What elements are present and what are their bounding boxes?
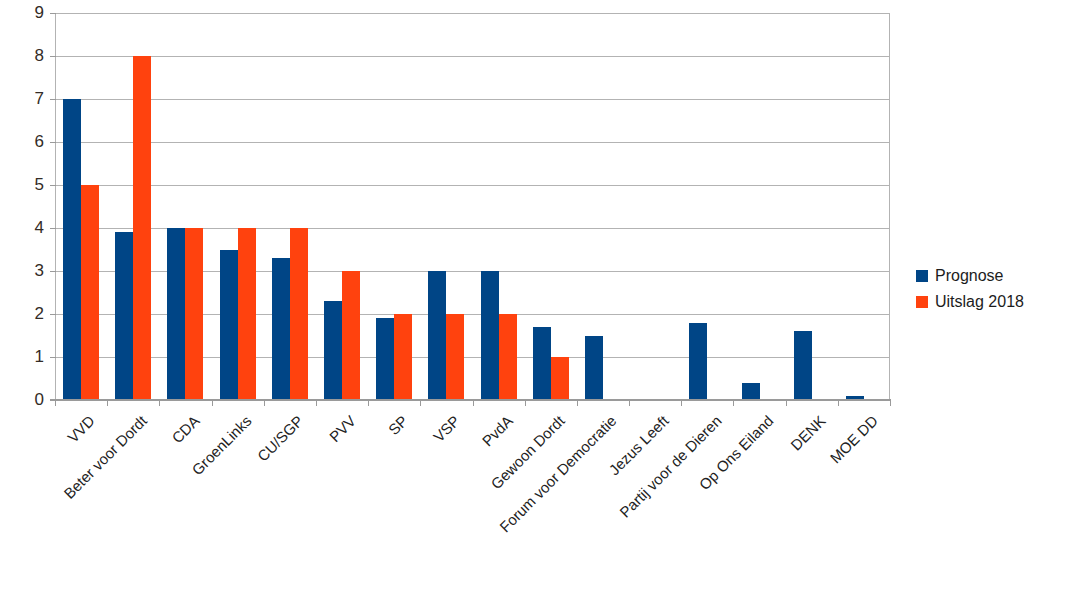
- y-axis-label-0: 0: [0, 391, 44, 409]
- x-axis-label-sp: SP: [385, 412, 411, 438]
- bar-prognose-sp: [376, 318, 394, 400]
- gridline-y-7: [55, 99, 890, 100]
- legend-label-prognose: Prognose: [935, 266, 1004, 285]
- x-tick-15: [838, 401, 839, 406]
- x-axis-label-pvda: PvdA: [478, 412, 515, 449]
- bar-chart: 0123456789 VVDBeter voor DordtCDAGroenLi…: [0, 0, 1066, 600]
- bar-prognose-groenlinks: [220, 250, 238, 401]
- x-tick-11: [629, 401, 630, 406]
- bar-prognose-pvv: [324, 301, 342, 400]
- y-axis-label-6: 6: [0, 133, 44, 151]
- bar-uitslag-2018-vsp: [446, 314, 464, 400]
- x-axis-label-denk: DENK: [787, 412, 828, 453]
- bar-uitslag-2018-groenlinks: [238, 228, 256, 400]
- y-axis-label-3: 3: [0, 262, 44, 280]
- y-tick-6: [50, 142, 56, 143]
- legend-label-uitslag-2018: Uitslag 2018: [935, 292, 1024, 311]
- y-axis-line: [55, 13, 56, 400]
- bar-uitslag-2018-pvda: [499, 314, 517, 400]
- y-tick-3: [50, 271, 56, 272]
- y-tick-9: [50, 13, 56, 14]
- y-axis-label-5: 5: [0, 176, 44, 194]
- bar-prognose-denk: [794, 331, 812, 400]
- y-axis-label-2: 2: [0, 305, 44, 323]
- bar-uitslag-2018-sp: [394, 314, 412, 400]
- x-tick-9: [525, 401, 526, 406]
- bar-uitslag-2018-cu-sgp: [290, 228, 308, 400]
- plot-right-border: [889, 13, 890, 400]
- x-tick-6: [368, 401, 369, 406]
- bar-uitslag-2018-gewoon-dordt: [551, 357, 569, 400]
- bar-prognose-partij-voor-de-dieren: [689, 323, 707, 400]
- y-axis-label-8: 8: [0, 47, 44, 65]
- bar-uitslag-2018-cda: [185, 228, 203, 400]
- x-tick-3: [212, 401, 213, 406]
- legend-item-prognose: Prognose: [916, 266, 1024, 285]
- x-axis-line: [50, 399, 891, 401]
- y-axis-label-9: 9: [0, 4, 44, 22]
- x-tick-0: [55, 401, 56, 406]
- x-axis-label-cda: CDA: [168, 412, 202, 446]
- bar-prognose-cda: [167, 228, 185, 400]
- y-tick-4: [50, 228, 56, 229]
- bar-prognose-op-ons-eiland: [742, 383, 760, 400]
- gridline-y-8: [55, 56, 890, 57]
- y-tick-1: [50, 357, 56, 358]
- x-tick-10: [577, 401, 578, 406]
- gridline-y-9: [55, 13, 890, 14]
- x-tick-2: [159, 401, 160, 406]
- bar-prognose-beter-voor-dordt: [115, 232, 133, 400]
- plot-area: [55, 13, 890, 400]
- bar-prognose-vvd: [63, 99, 81, 400]
- gridline-y-5: [55, 185, 890, 186]
- bar-prognose-gewoon-dordt: [533, 327, 551, 400]
- x-tick-4: [264, 401, 265, 406]
- legend: Prognose Uitslag 2018: [916, 266, 1024, 318]
- bar-uitslag-2018-vvd: [81, 185, 99, 400]
- x-axis-label-pvv: PVV: [326, 412, 359, 445]
- x-tick-12: [681, 401, 682, 406]
- x-axis-label-vsp: VSP: [430, 412, 463, 445]
- x-axis-label-vvd: VVD: [64, 412, 98, 446]
- y-axis-label-7: 7: [0, 90, 44, 108]
- legend-swatch-prognose: [916, 270, 928, 282]
- legend-item-uitslag-2018: Uitslag 2018: [916, 292, 1024, 311]
- x-axis-label-moe-dd: MOE DD: [826, 412, 880, 466]
- x-axis-label-partij-voor-de-dieren: Partij voor de Dieren: [616, 412, 725, 521]
- x-tick-5: [316, 401, 317, 406]
- x-tick-14: [786, 401, 787, 406]
- x-tick-8: [473, 401, 474, 406]
- bar-prognose-vsp: [428, 271, 446, 400]
- x-axis-label-cu-sgp: CU/SGP: [254, 412, 307, 465]
- bar-prognose-forum-voor-democratie: [585, 336, 603, 401]
- y-tick-8: [50, 56, 56, 57]
- y-tick-2: [50, 314, 56, 315]
- y-tick-5: [50, 185, 56, 186]
- bar-prognose-pvda: [481, 271, 499, 400]
- y-axis-label-4: 4: [0, 219, 44, 237]
- legend-swatch-uitslag-2018: [916, 296, 928, 308]
- x-tick-16: [890, 401, 891, 406]
- x-tick-13: [733, 401, 734, 406]
- y-tick-7: [50, 99, 56, 100]
- bar-uitslag-2018-beter-voor-dordt: [133, 56, 151, 400]
- x-tick-7: [420, 401, 421, 406]
- bar-prognose-cu-sgp: [272, 258, 290, 400]
- gridline-y-6: [55, 142, 890, 143]
- bar-uitslag-2018-pvv: [342, 271, 360, 400]
- y-axis-label-1: 1: [0, 348, 44, 366]
- x-tick-1: [107, 401, 108, 406]
